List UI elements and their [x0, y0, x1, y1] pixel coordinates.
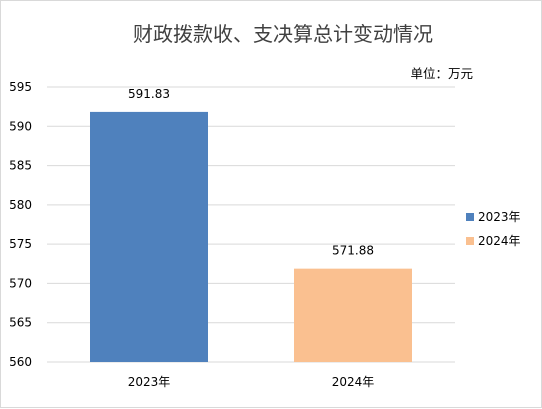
unit-label: 单位：万元 [410, 66, 473, 81]
chart-title: 财政拨款收、支决算总计变动情况 [133, 22, 433, 46]
bar-2 [294, 268, 412, 362]
y-tick-label: 595 [9, 80, 32, 94]
legend-label: 2024年 [478, 234, 521, 248]
data-label: 571.88 [332, 244, 374, 258]
x-tick-label: 2023年 [128, 375, 171, 389]
legend: 2023年 2024年 [466, 210, 521, 248]
legend-item: 2023年 [466, 210, 521, 224]
x-tick-label: 2024年 [332, 375, 375, 389]
x-axis-ticks: 2023年 2024年 [128, 375, 375, 389]
data-label: 591.83 [128, 87, 170, 101]
bars: 591.83 571.88 [90, 87, 412, 363]
legend-swatch [466, 237, 474, 245]
y-tick-label: 575 [9, 237, 32, 251]
y-axis-ticks: 560 565 570 575 580 585 590 595 [9, 80, 32, 369]
bar-1 [90, 111, 208, 363]
legend-swatch [466, 213, 474, 221]
y-tick-label: 590 [9, 119, 32, 133]
y-tick-label: 570 [9, 276, 32, 290]
y-tick-label: 580 [9, 198, 32, 212]
legend-label: 2023年 [478, 210, 521, 224]
y-tick-label: 565 [9, 316, 32, 330]
y-tick-label: 585 [9, 159, 32, 173]
legend-item: 2024年 [466, 234, 521, 248]
y-tick-label: 560 [9, 355, 32, 369]
